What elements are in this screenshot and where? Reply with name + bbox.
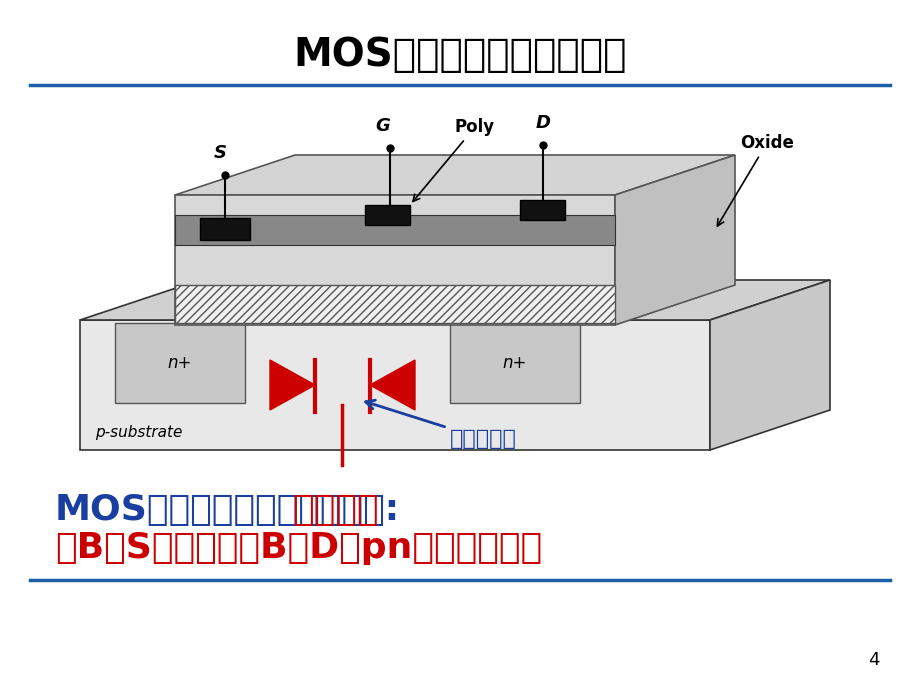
Polygon shape (80, 280, 829, 320)
Text: MOS管正常工作的基本条件: MOS管正常工作的基本条件 (293, 36, 626, 74)
Text: D: D (535, 114, 550, 132)
Text: MOS管正常工作的基本条件是:: MOS管正常工作的基本条件是: (55, 493, 400, 527)
Polygon shape (365, 205, 410, 225)
Polygon shape (115, 323, 244, 403)
Text: Oxide: Oxide (717, 134, 793, 226)
Text: n+: n+ (167, 354, 192, 372)
Polygon shape (709, 280, 829, 450)
Text: 所有衬源: 所有衬源 (291, 493, 378, 527)
Text: n+: n+ (503, 354, 527, 372)
Polygon shape (175, 195, 614, 325)
Text: 寄生二极管: 寄生二极管 (365, 400, 516, 449)
Polygon shape (175, 155, 734, 195)
Polygon shape (614, 155, 734, 325)
Text: S: S (213, 144, 226, 162)
Polygon shape (519, 200, 564, 220)
Polygon shape (199, 218, 250, 240)
Polygon shape (269, 360, 314, 410)
Polygon shape (175, 215, 614, 245)
Text: G: G (375, 117, 390, 135)
Polygon shape (80, 320, 709, 450)
Text: Poly: Poly (413, 118, 494, 201)
Polygon shape (369, 360, 414, 410)
Text: （B、S）、衬漏（B、D）pn结必须反偏！: （B、S）、衬漏（B、D）pn结必须反偏！ (55, 531, 541, 565)
Text: 4: 4 (868, 651, 879, 669)
Text: p-substrate: p-substrate (95, 424, 182, 440)
Polygon shape (175, 285, 614, 323)
Polygon shape (449, 323, 579, 403)
